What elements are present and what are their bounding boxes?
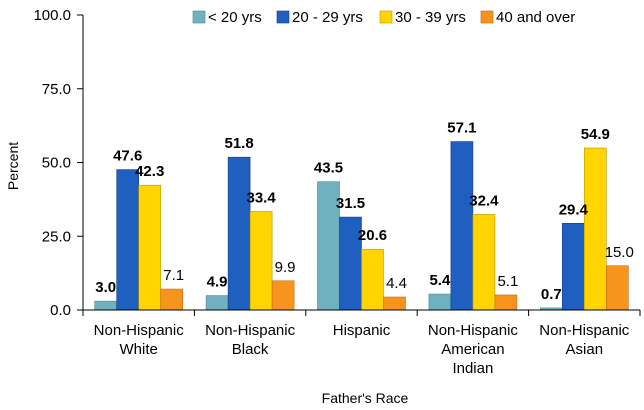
bar [472,214,496,311]
legend-swatch [276,10,290,24]
bar [605,265,629,311]
x-axis: Non-Hispanic White Non-Hispanic Black Hispan… [82,309,641,377]
legend-swatch [192,10,206,24]
category-label-line: White [120,341,158,358]
category-label: Non-Hispanic Asian [539,322,630,358]
bar [94,300,117,311]
category-label: Non-Hispanic White [94,322,185,358]
data-label: 7.1 [163,267,184,284]
data-label: 54.9 [581,126,610,143]
data-label: 5.1 [497,273,518,290]
bar [561,222,585,311]
data-label: 20.6 [358,227,387,244]
bars [94,141,629,311]
data-label: 42.3 [135,163,164,180]
data-label: 4.4 [386,275,407,292]
y-tick-label: 25.0 [42,228,71,245]
data-label: 5.4 [429,272,451,289]
data-label: 3.0 [95,279,116,296]
data-label: 15.0 [605,244,634,261]
data-label: 31.5 [336,195,365,212]
category-label-line: Non-Hispanic [428,322,519,339]
data-label: 43.5 [314,160,343,177]
bar [450,141,474,311]
bar [428,293,452,311]
data-label: 9.9 [275,259,296,276]
data-label: 0.7 [541,286,562,303]
category-label-line: Non-Hispanic [539,322,630,339]
data-label: 32.4 [469,192,499,209]
legend-label: 20 - 29 yrs [292,9,363,26]
legend-swatch [480,10,494,24]
bar [205,295,229,311]
bar [583,147,607,311]
bar [383,296,406,311]
category-label-line: American [441,341,504,358]
bar [361,248,384,311]
category-label: Non-Hispanic Black [205,322,296,358]
bar [160,288,183,311]
bar [494,294,518,311]
data-label: 51.8 [224,135,253,152]
y-axis: 0.0 25.0 50.0 75.0 100.0 [33,7,84,319]
bar [249,211,273,311]
y-tick-label: 50.0 [42,155,71,172]
category-label-line: Asian [566,341,604,358]
x-axis-title: Father's Race [322,390,409,406]
data-label: 57.1 [447,120,476,137]
category-label-line: Hispanic [333,322,391,339]
category-label-line: Black [232,341,269,358]
bar [138,184,161,311]
category-label: Non-Hispanic American Indian [428,322,519,377]
y-tick-label: 100.0 [33,7,71,24]
y-tick-label: 0.0 [50,302,71,319]
data-label: 33.4 [246,189,276,206]
category-label: Hispanic [333,322,391,339]
bar [116,169,139,311]
bar [271,280,295,311]
category-label-line: Non-Hispanic [94,322,185,339]
legend: < 20 yrs 20 - 29 yrs 30 - 39 yrs 40 and ove… [192,9,575,26]
legend-label: < 20 yrs [208,9,262,26]
legend-swatch [379,10,393,24]
bar [227,156,251,311]
category-label-line: Indian [452,360,493,377]
data-labels: 3.0 47.642.3 7.1 4.9 51.8 33.4 9.9 43.5 31.5 20.6… [95,120,634,303]
data-label: 29.4 [559,201,589,218]
y-tick-label: 75.0 [42,81,71,98]
category-label-line: Non-Hispanic [205,322,296,339]
y-axis-title: Percent [5,142,21,190]
legend-label: 30 - 39 yrs [395,9,466,26]
data-label: 47.6 [113,148,142,165]
legend-label: 40 and over [496,9,575,26]
data-label: 4.9 [207,274,228,291]
